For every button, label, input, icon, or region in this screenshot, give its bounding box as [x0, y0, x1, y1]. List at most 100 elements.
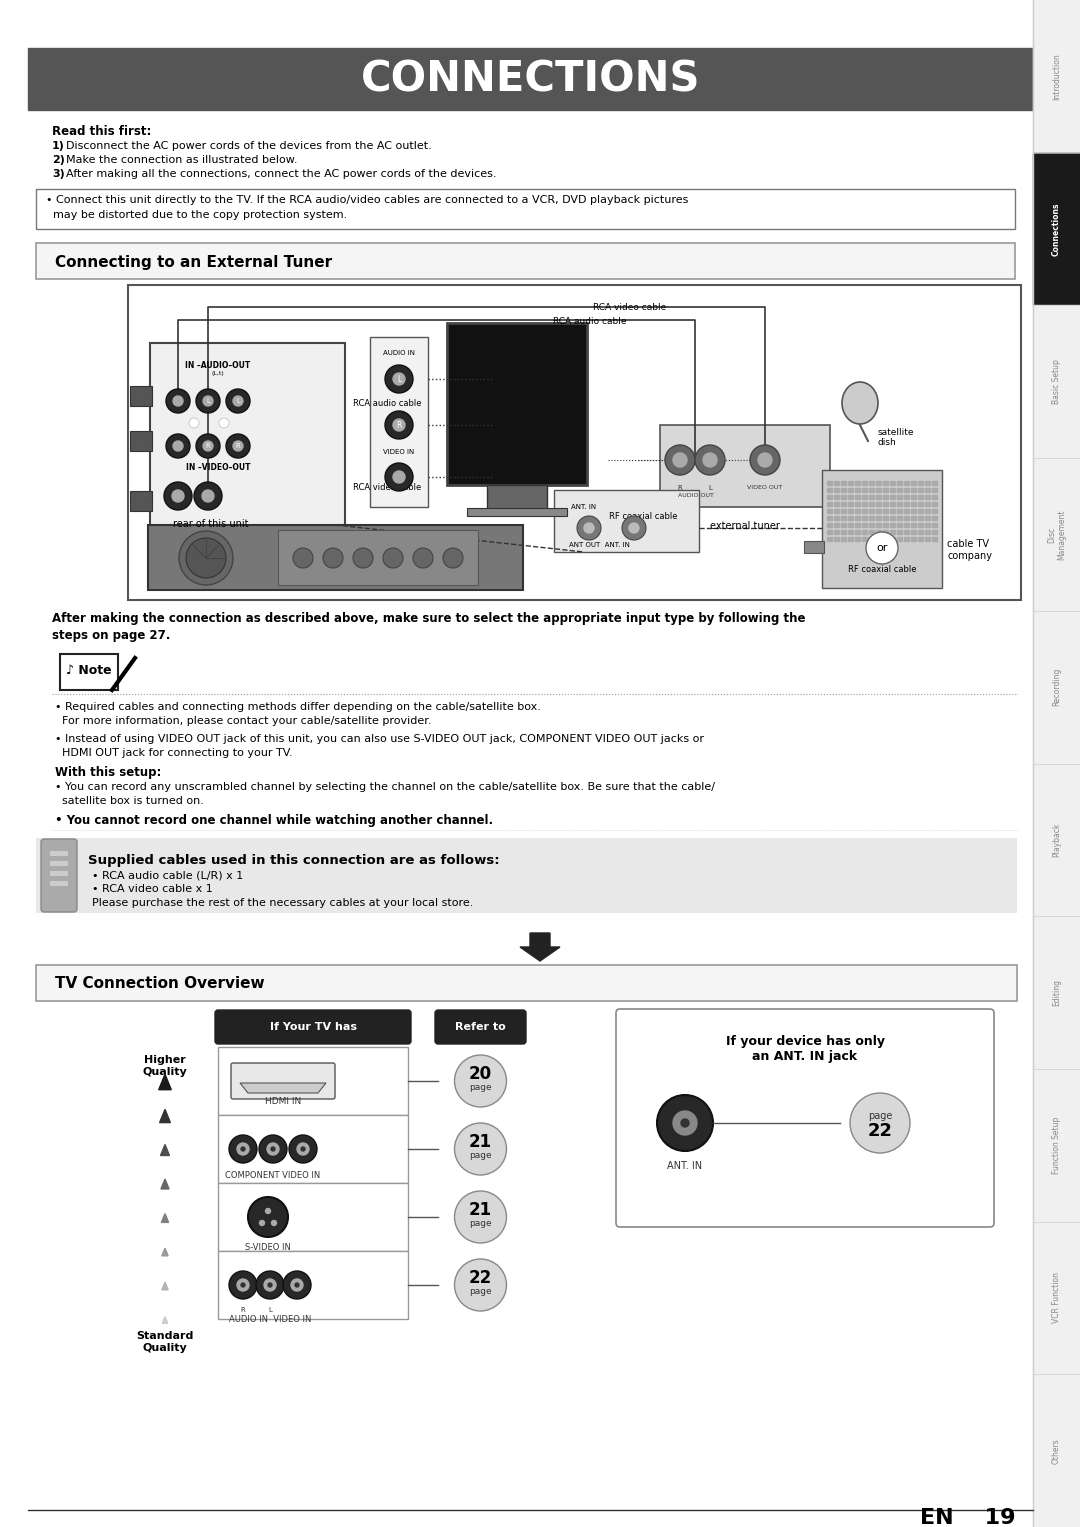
- Bar: [36, 838, 1017, 913]
- Bar: [912, 524, 916, 527]
- Bar: [918, 508, 923, 513]
- Bar: [904, 508, 909, 513]
- Circle shape: [297, 1144, 309, 1154]
- Text: HDMI OUT jack for connecting to your TV.: HDMI OUT jack for connecting to your TV.: [55, 748, 293, 757]
- Bar: [834, 502, 839, 505]
- Bar: [883, 489, 888, 492]
- Text: Introduction: Introduction: [1052, 53, 1061, 99]
- Bar: [841, 489, 846, 492]
- Bar: [897, 538, 902, 541]
- Text: After making all the connections, connect the AC power cords of the devices.: After making all the connections, connec…: [66, 169, 497, 179]
- Bar: [932, 489, 937, 492]
- Circle shape: [268, 1283, 272, 1287]
- Text: • Required cables and connecting methods differ depending on the cable/satellite: • Required cables and connecting methods…: [55, 702, 541, 712]
- Polygon shape: [161, 1214, 168, 1223]
- Circle shape: [173, 441, 183, 450]
- Circle shape: [673, 454, 687, 467]
- Bar: [370, 337, 428, 507]
- Bar: [932, 508, 937, 513]
- Bar: [130, 386, 152, 406]
- Bar: [827, 530, 832, 534]
- Bar: [924, 495, 930, 499]
- Text: TV Connection Overview: TV Connection Overview: [55, 976, 265, 991]
- Bar: [841, 538, 846, 541]
- Bar: [848, 502, 853, 505]
- Circle shape: [393, 418, 405, 431]
- Bar: [848, 538, 853, 541]
- Bar: [924, 538, 930, 541]
- Bar: [876, 502, 881, 505]
- Bar: [841, 530, 846, 534]
- Bar: [827, 524, 832, 527]
- Bar: [862, 508, 867, 513]
- Bar: [869, 481, 874, 486]
- Bar: [932, 530, 937, 534]
- Bar: [1032, 1222, 1080, 1374]
- Bar: [848, 495, 853, 499]
- Bar: [822, 470, 942, 588]
- Text: or: or: [876, 544, 888, 553]
- Text: ♪ Note: ♪ Note: [66, 664, 111, 676]
- Polygon shape: [161, 1179, 170, 1190]
- Polygon shape: [162, 1316, 167, 1324]
- Circle shape: [293, 548, 313, 568]
- Bar: [834, 495, 839, 499]
- Text: • Connect this unit directly to the TV. If the RCA audio/video cables are connec: • Connect this unit directly to the TV. …: [46, 195, 688, 205]
- Bar: [918, 481, 923, 486]
- Bar: [912, 489, 916, 492]
- Bar: [897, 502, 902, 505]
- Circle shape: [673, 1112, 697, 1135]
- Bar: [841, 502, 846, 505]
- Text: page: page: [469, 1219, 491, 1228]
- Polygon shape: [161, 1145, 170, 1156]
- Bar: [924, 516, 930, 521]
- Circle shape: [166, 389, 190, 412]
- Text: 3): 3): [52, 169, 65, 179]
- Circle shape: [186, 538, 226, 579]
- Text: RCA audio cable: RCA audio cable: [353, 399, 421, 408]
- Text: Function Setup: Function Setup: [1052, 1116, 1061, 1174]
- Bar: [855, 495, 860, 499]
- FancyBboxPatch shape: [36, 965, 1017, 1002]
- Text: • RCA video cable x 1: • RCA video cable x 1: [92, 884, 213, 893]
- Bar: [855, 516, 860, 521]
- Bar: [912, 495, 916, 499]
- Circle shape: [455, 1258, 507, 1312]
- Text: Connections: Connections: [1052, 202, 1061, 257]
- FancyBboxPatch shape: [435, 1009, 526, 1044]
- Bar: [1032, 1374, 1080, 1527]
- Polygon shape: [519, 933, 561, 960]
- Bar: [50, 881, 68, 886]
- Bar: [904, 481, 909, 486]
- Bar: [912, 538, 916, 541]
- Bar: [841, 481, 846, 486]
- Bar: [924, 530, 930, 534]
- Bar: [841, 516, 846, 521]
- Bar: [876, 516, 881, 521]
- Bar: [918, 516, 923, 521]
- Text: Standard
Quality: Standard Quality: [136, 1332, 193, 1353]
- Text: Editing: Editing: [1052, 979, 1061, 1006]
- Bar: [841, 524, 846, 527]
- Polygon shape: [240, 1083, 326, 1093]
- Text: • You can record any unscrambled channel by selecting the channel on the cable/s: • You can record any unscrambled channel…: [55, 782, 715, 793]
- Bar: [862, 481, 867, 486]
- Bar: [827, 489, 832, 492]
- Bar: [883, 524, 888, 527]
- Circle shape: [291, 1280, 303, 1290]
- Bar: [848, 524, 853, 527]
- Circle shape: [696, 444, 725, 475]
- Bar: [862, 489, 867, 492]
- Bar: [855, 508, 860, 513]
- Bar: [862, 524, 867, 527]
- Circle shape: [455, 1055, 507, 1107]
- Text: S-VIDEO IN: S-VIDEO IN: [245, 1243, 291, 1252]
- Bar: [932, 516, 937, 521]
- Circle shape: [850, 1093, 910, 1153]
- Text: Playback: Playback: [1052, 823, 1061, 857]
- Circle shape: [195, 434, 220, 458]
- Bar: [890, 481, 895, 486]
- Bar: [924, 502, 930, 505]
- Polygon shape: [162, 1283, 168, 1290]
- Bar: [848, 530, 853, 534]
